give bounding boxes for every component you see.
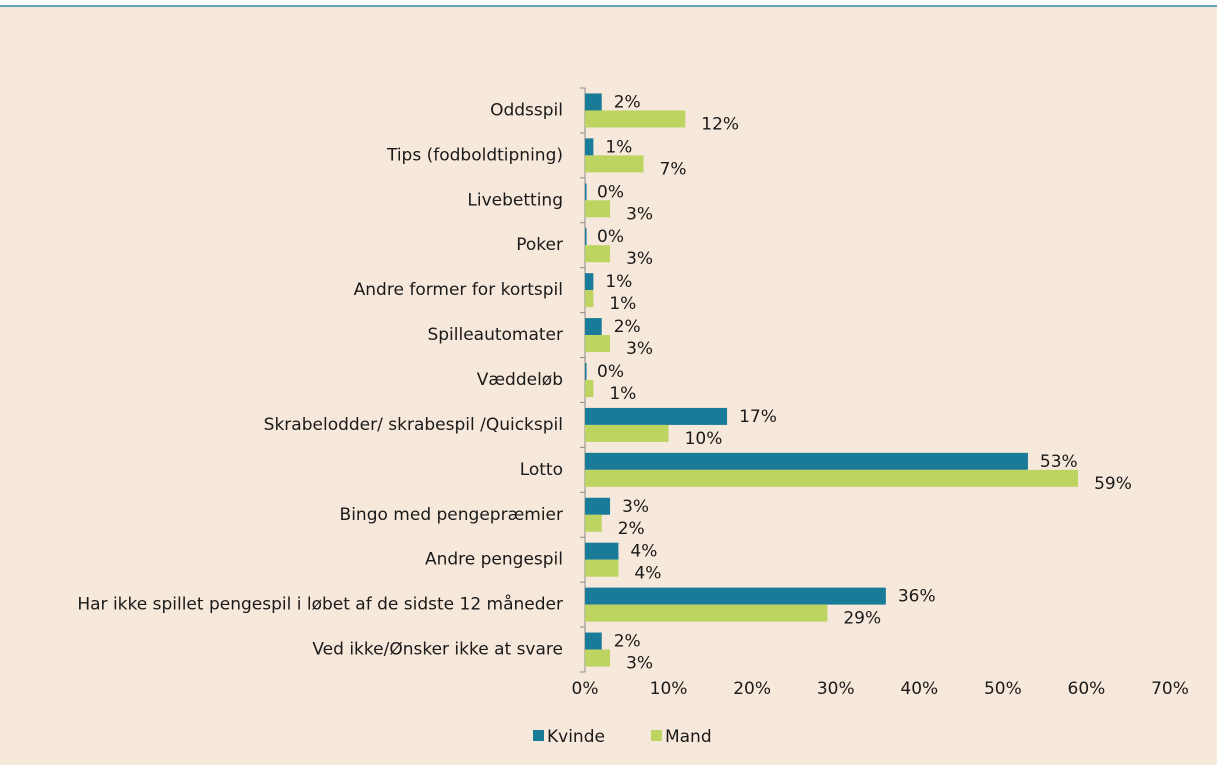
bar: [585, 632, 602, 650]
data-label: 2%: [614, 632, 641, 652]
legend-swatch: [650, 730, 662, 741]
category-label: Poker: [516, 235, 563, 255]
data-label: 3%: [626, 339, 653, 359]
data-label: 4%: [630, 542, 657, 562]
data-label: 17%: [739, 407, 777, 427]
x-tick-label: 30%: [817, 679, 855, 699]
bar: [585, 138, 594, 156]
data-label: 1%: [609, 384, 636, 404]
bar: [585, 587, 886, 605]
category-label: Tips (fodboldtipning): [386, 145, 563, 165]
data-label: 1%: [609, 294, 636, 314]
bar: [585, 93, 602, 111]
data-label: 3%: [626, 654, 653, 674]
data-label: 2%: [614, 92, 641, 112]
bar: [585, 290, 594, 308]
data-label: 29%: [843, 609, 881, 629]
bar: [585, 228, 587, 246]
top-strip: [0, 0, 1217, 6]
bar: [585, 335, 611, 353]
bar: [585, 497, 611, 515]
x-tick-label: 0%: [572, 679, 599, 699]
bar: [585, 183, 587, 201]
data-label: 2%: [618, 519, 645, 539]
bar: [585, 245, 611, 263]
category-label: Livebetting: [467, 190, 563, 210]
data-label: 1%: [605, 137, 632, 157]
bar: [585, 542, 619, 560]
data-label: 0%: [597, 227, 624, 247]
data-label: 59%: [1094, 474, 1132, 494]
data-label: 12%: [701, 114, 739, 134]
x-tick-label: 20%: [733, 679, 771, 699]
bar: [585, 469, 1079, 487]
category-label: Andre pengespil: [425, 550, 563, 570]
data-label: 0%: [597, 182, 624, 202]
bar: [585, 407, 728, 425]
data-label: 7%: [660, 159, 687, 179]
category-label: Væddeløb: [477, 370, 563, 390]
bar: [585, 363, 587, 380]
legend-label: Kvinde: [547, 727, 605, 747]
bar: [585, 424, 669, 442]
data-label: 4%: [634, 564, 661, 584]
legend-label: Mand: [665, 727, 712, 747]
bar: [585, 559, 619, 577]
data-label: 3%: [626, 249, 653, 269]
data-label: 36%: [898, 587, 936, 607]
category-label: Lotto: [520, 460, 563, 480]
bar: [585, 155, 644, 173]
bar: [585, 604, 828, 622]
bar: [585, 200, 611, 218]
bar: [585, 649, 611, 667]
data-label: 2%: [614, 317, 641, 337]
x-tick-label: 60%: [1068, 679, 1106, 699]
bar: [585, 110, 686, 128]
legend-swatch: [533, 730, 544, 741]
x-tick-label: 40%: [900, 679, 938, 699]
category-label: Oddsspil: [490, 100, 563, 120]
category-label: Ved ikke/Ønsker ikke at svare: [312, 640, 563, 660]
x-tick-label: 70%: [1151, 679, 1189, 699]
data-label: 10%: [685, 429, 723, 449]
x-tick-label: 50%: [984, 679, 1022, 699]
bar: [585, 514, 602, 532]
data-label: 0%: [597, 362, 624, 382]
category-label: Skrabelodder/ skrabespil /Quickspil: [264, 415, 563, 435]
data-label: 3%: [626, 204, 653, 224]
bar: [585, 318, 602, 336]
bar: [585, 273, 594, 291]
bar: [585, 452, 1028, 470]
category-label: Spilleautomater: [427, 325, 563, 345]
data-label: 53%: [1040, 452, 1078, 472]
category-label: Andre former for kortspil: [354, 280, 563, 300]
bar: [585, 380, 594, 397]
data-label: 3%: [622, 497, 649, 517]
data-label: 1%: [605, 272, 632, 292]
x-tick-label: 10%: [650, 679, 688, 699]
category-label: Har ikke spillet pengespil i løbet af de…: [77, 594, 563, 615]
category-label: Bingo med pengepræmier: [340, 505, 563, 525]
